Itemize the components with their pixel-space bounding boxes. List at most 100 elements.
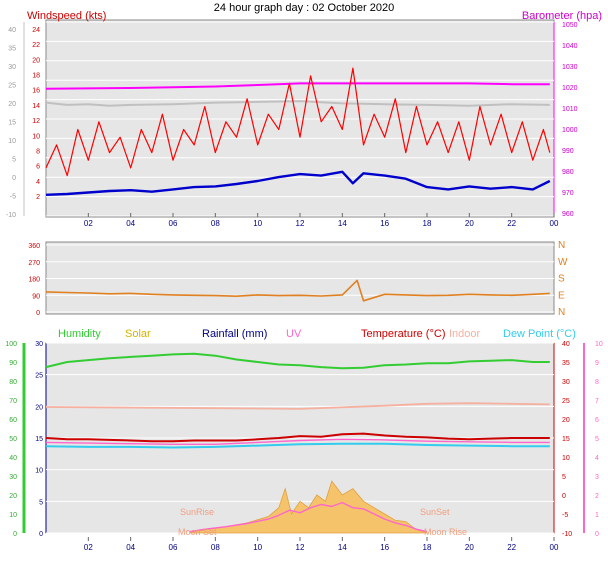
x-tick-label: 14 — [338, 219, 347, 228]
climate-x-ticks: 02 04 06 08 10 12 14 16 18 20 22 00 — [84, 537, 559, 552]
humidity-label: Humidity — [58, 328, 101, 340]
windspeed-tick: 6 — [36, 164, 40, 171]
climate-gridlines — [46, 342, 554, 534]
humidity-tick: 30 — [9, 474, 17, 481]
moon-set-label: Moon Set — [178, 527, 217, 537]
wind-outer-tick: 35 — [8, 46, 16, 53]
x-tick-label: 20 — [465, 219, 474, 228]
climate-legend: Humidity Solar Rainfall (mm) UV Temperature … — [58, 328, 576, 340]
x-tick-label: 18 — [423, 219, 432, 228]
dew-point-label: Dew Point (°C) — [503, 328, 576, 340]
x-tick-label: 00 — [550, 219, 559, 228]
indoor-series-line — [45, 402, 550, 410]
wind-outer-tick: 0 — [12, 175, 16, 182]
barometer-tick: 1020 — [562, 85, 578, 92]
compass-tick: W — [558, 257, 568, 268]
humidity-tick: 0 — [13, 531, 17, 538]
x-tick-label: 02 — [84, 219, 93, 228]
temperature-tick: 10 — [562, 455, 570, 462]
x-tick-label: 04 — [126, 543, 135, 552]
temperature-tick: 25 — [562, 398, 570, 405]
x-tick-label: 00 — [550, 543, 559, 552]
compass-tick: E — [558, 290, 565, 301]
humidity-tick: 90 — [9, 360, 17, 367]
humidity-tick: 100 — [5, 341, 17, 348]
x-tick-label: 16 — [380, 219, 389, 228]
temperature-tick: -10 — [562, 531, 572, 538]
avg-series-line — [45, 170, 551, 196]
moon-rise-label: Moon Rise — [424, 527, 467, 537]
wind-outer-tick: 15 — [8, 120, 16, 127]
barometer-tick: 970 — [562, 190, 574, 197]
windspeed-tick: 4 — [36, 179, 40, 186]
wind-outer-tick: -5 — [10, 194, 16, 201]
barometer-axis-label: Barometer (hpa) — [522, 10, 602, 22]
rainfall-tick: 15 — [35, 436, 43, 443]
barometer-tick: 1010 — [562, 106, 578, 113]
direction-tick: 0 — [36, 310, 40, 317]
x-tick-label: 10 — [253, 219, 262, 228]
barometer-tick: 1050 — [562, 22, 578, 29]
uv-tick: 8 — [595, 379, 599, 386]
wind-direction-line — [45, 279, 550, 302]
humidity-tick: 80 — [9, 379, 17, 386]
barometer-tick: 1000 — [562, 127, 578, 134]
baro-series-line — [45, 82, 550, 90]
wind-outer-tick: 20 — [8, 101, 16, 108]
uvline-series-line — [189, 501, 428, 533]
wind-outer-tick: -10 — [6, 212, 16, 219]
temperature-tick: 35 — [562, 360, 570, 367]
x-tick-label: 14 — [338, 543, 347, 552]
uv-tick: 4 — [595, 455, 599, 462]
rainfall-label: Rainfall (mm) — [202, 328, 267, 340]
wind-series-line — [45, 67, 551, 177]
x-tick-label: 20 — [465, 543, 474, 552]
uv-tick: 10 — [595, 341, 603, 348]
compass-tick: S — [558, 274, 565, 285]
temperature-tick: 30 — [562, 379, 570, 386]
humidity-tick: 60 — [9, 417, 17, 424]
compass-tick: N — [558, 240, 565, 251]
uv-tick: 1 — [595, 512, 599, 519]
barometer-ticks: 1050 1040 1030 1020 1010 1000 990 980 970 960 — [562, 22, 578, 218]
temperature-tick: 0 — [562, 493, 566, 500]
sunrise-label: SunRise — [180, 507, 214, 517]
direction-series — [45, 279, 550, 302]
windspeed-tick: 10 — [32, 133, 40, 140]
humidity-tick: 50 — [9, 436, 17, 443]
barometer-tick: 1040 — [562, 43, 578, 50]
wind-panel: Windspeed (kts) Barometer (hpa) 40353025… — [6, 10, 602, 228]
climate-panel: Humidity Solar Rainfall (mm) UV Temperature … — [5, 328, 603, 552]
windspeed-tick: 18 — [32, 73, 40, 80]
barometer-tick: 1030 — [562, 64, 578, 71]
rainfall-tick: 10 — [35, 468, 43, 475]
x-tick-label: 02 — [84, 543, 93, 552]
barometer-tick: 960 — [562, 211, 574, 218]
direction-tick: 90 — [32, 293, 40, 300]
temp-series-line — [45, 432, 550, 443]
x-tick-label: 06 — [169, 219, 178, 228]
uv-tick: 7 — [595, 398, 599, 405]
x-tick-label: 08 — [211, 543, 220, 552]
dew-series-line — [45, 442, 550, 449]
direction-left-ticks: 360 270 180 90 0 — [28, 243, 40, 317]
temperature-tick: 40 — [562, 341, 570, 348]
temperature-tick: 5 — [562, 474, 566, 481]
compass-tick: N — [558, 307, 565, 318]
uv-tick: 2 — [595, 493, 599, 500]
windspeed-tick: 8 — [36, 148, 40, 155]
rainfall-ticks: 30 25 20 15 10 5 0 — [35, 341, 43, 538]
windspeed-axis-label: Windspeed (kts) — [27, 10, 106, 22]
uv-tick: 3 — [595, 474, 599, 481]
direction-tick: 360 — [28, 243, 40, 250]
x-tick-label: 12 — [296, 543, 305, 552]
wind-series — [45, 67, 551, 196]
rainfall-tick: 30 — [35, 341, 43, 348]
wind-outer-ticks: 40 35 30 25 20 15 10 5 0 -5 -10 — [6, 27, 16, 219]
sun-moon-annotations: SunRise SunSet Moon Set Moon Rise — [178, 507, 467, 537]
